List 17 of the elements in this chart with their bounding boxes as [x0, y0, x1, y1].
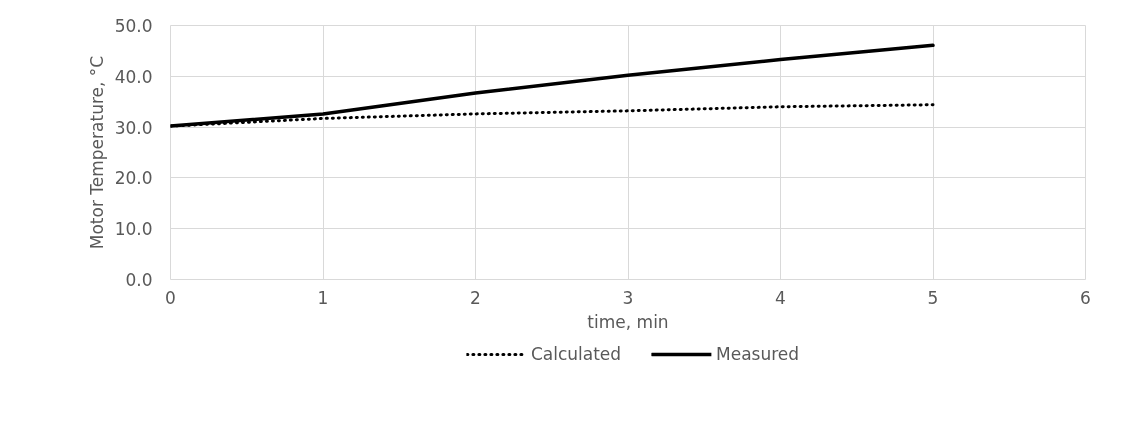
y-tick-label: 10.0 [114, 219, 153, 240]
y-axis-title: Motor Temperature, °C [86, 55, 107, 250]
legend-label: Measured [716, 344, 800, 364]
legend-label: Calculated [530, 344, 622, 364]
y-tick-label: 0.0 [125, 270, 153, 290]
x-tick-label: 5 [927, 287, 939, 308]
x-tick-label: 0 [165, 287, 176, 308]
x-tick-label: 3 [622, 287, 634, 308]
x-axis-title: time, min [587, 311, 669, 332]
x-tick-label: 1 [317, 287, 329, 308]
x-tick-label: 2 [470, 287, 481, 308]
x-tick-label: 4 [775, 287, 786, 308]
y-tick-label: 40.0 [114, 66, 153, 87]
y-tick-label: 30.0 [114, 117, 153, 138]
y-tick-label: 20.0 [114, 168, 153, 189]
y-tick-label: 50.0 [114, 16, 153, 36]
x-tick-label: 6 [1080, 287, 1091, 308]
